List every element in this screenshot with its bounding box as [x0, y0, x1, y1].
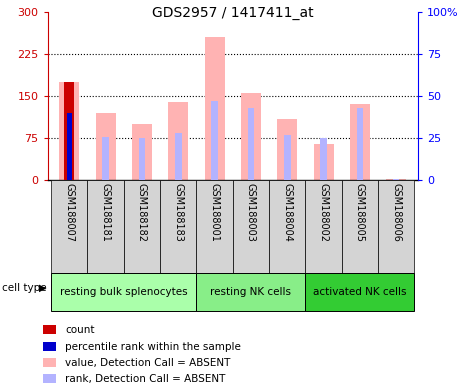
Bar	[66, 113, 72, 180]
Bar	[357, 108, 363, 180]
Text: GSM188182: GSM188182	[137, 183, 147, 242]
Bar	[386, 179, 406, 180]
Bar	[64, 82, 74, 180]
Bar	[102, 137, 109, 180]
Text: resting NK cells: resting NK cells	[210, 287, 291, 297]
Bar	[168, 102, 188, 180]
Bar	[205, 37, 225, 180]
Text: rank, Detection Call = ABSENT: rank, Detection Call = ABSENT	[65, 374, 226, 384]
Bar	[320, 138, 327, 180]
Bar	[305, 180, 342, 273]
Text: GSM188001: GSM188001	[209, 183, 219, 242]
Bar	[66, 113, 73, 180]
Text: GSM188002: GSM188002	[319, 183, 329, 242]
Text: GSM188004: GSM188004	[282, 183, 292, 242]
Text: GSM188005: GSM188005	[355, 183, 365, 242]
Bar	[43, 325, 56, 334]
Text: value, Detection Call = ABSENT: value, Detection Call = ABSENT	[65, 358, 230, 368]
Bar	[124, 180, 160, 273]
Bar	[241, 93, 261, 180]
Text: activated NK cells: activated NK cells	[313, 287, 407, 297]
Bar	[233, 180, 269, 273]
Text: GSM188006: GSM188006	[391, 183, 401, 242]
Bar	[197, 273, 305, 311]
Bar	[305, 273, 414, 311]
Bar	[197, 180, 233, 273]
Bar	[175, 133, 181, 180]
Bar	[342, 180, 378, 273]
Text: GSM188003: GSM188003	[246, 183, 256, 242]
Bar	[269, 180, 305, 273]
Bar	[43, 374, 56, 383]
Text: percentile rank within the sample: percentile rank within the sample	[65, 342, 241, 352]
Bar	[247, 108, 254, 180]
Bar	[43, 342, 56, 351]
Bar	[51, 273, 197, 311]
Bar	[284, 135, 291, 180]
Text: GSM188007: GSM188007	[64, 183, 74, 242]
Bar	[211, 101, 218, 180]
Text: count: count	[65, 326, 95, 336]
Bar	[51, 180, 87, 273]
Bar	[160, 180, 197, 273]
Bar	[393, 179, 399, 180]
Bar	[314, 144, 333, 180]
Bar	[95, 113, 115, 180]
Text: cell type: cell type	[2, 283, 47, 293]
Bar	[132, 124, 152, 180]
Text: GSM188183: GSM188183	[173, 183, 183, 242]
Bar	[350, 104, 370, 180]
Text: GDS2957 / 1417411_at: GDS2957 / 1417411_at	[152, 6, 314, 20]
Bar	[378, 180, 414, 273]
Bar	[139, 138, 145, 180]
Bar	[59, 82, 79, 180]
Bar	[87, 180, 124, 273]
Text: resting bulk splenocytes: resting bulk splenocytes	[60, 287, 188, 297]
Bar	[43, 358, 56, 367]
Text: GSM188181: GSM188181	[101, 183, 111, 242]
Bar	[277, 119, 297, 180]
Text: ▶: ▶	[39, 283, 47, 293]
